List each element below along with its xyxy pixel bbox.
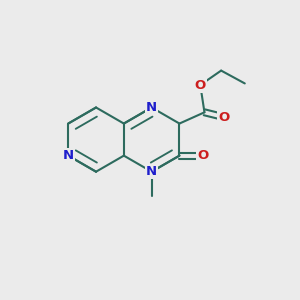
Text: O: O: [195, 79, 206, 92]
Text: N: N: [63, 149, 74, 162]
Text: O: O: [218, 111, 230, 124]
Text: N: N: [146, 101, 157, 114]
Text: O: O: [197, 149, 209, 162]
Text: N: N: [146, 165, 157, 178]
